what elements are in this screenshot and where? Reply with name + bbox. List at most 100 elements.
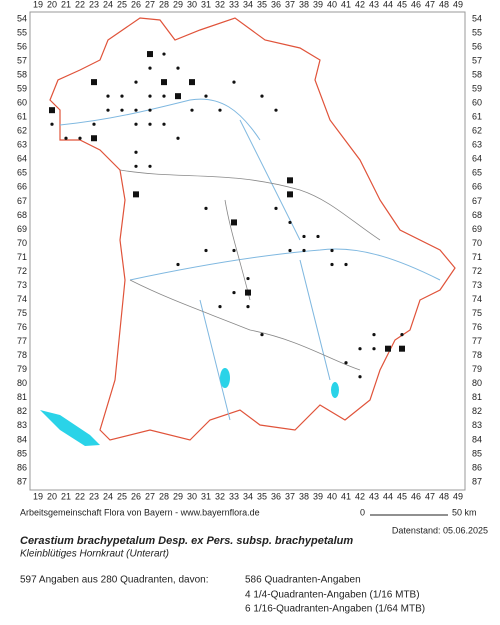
column-label: 26 <box>131 491 141 501</box>
row-label: 55 <box>472 27 482 37</box>
column-label: 33 <box>229 0 239 9</box>
dot <box>148 66 152 70</box>
column-label: 25 <box>117 0 127 9</box>
row-label: 63 <box>472 140 482 150</box>
column-label: 34 <box>243 491 253 501</box>
column-label: 24 <box>103 0 113 9</box>
square <box>287 177 293 184</box>
row-label: 72 <box>472 266 482 276</box>
scale-start: 0 <box>360 507 365 517</box>
column-label: 21 <box>61 491 71 501</box>
dot <box>92 122 96 126</box>
column-label: 48 <box>439 0 449 9</box>
row-label: 76 <box>472 322 482 332</box>
dot <box>246 305 250 309</box>
column-label: 40 <box>327 0 337 9</box>
column-label: 23 <box>89 491 99 501</box>
row-label: 66 <box>472 182 482 192</box>
column-label: 41 <box>341 0 351 9</box>
dot <box>148 94 152 98</box>
row-label: 61 <box>472 112 482 122</box>
row-label: 59 <box>472 84 482 94</box>
column-label: 33 <box>229 491 239 501</box>
dot <box>64 136 68 140</box>
dot <box>218 305 222 309</box>
lake <box>220 368 230 388</box>
column-label: 20 <box>47 0 57 9</box>
dot <box>288 248 292 253</box>
dot <box>204 206 208 210</box>
district-borders <box>119 169 381 371</box>
row-label: 67 <box>17 196 27 206</box>
row-label: 69 <box>472 224 482 234</box>
column-label: 46 <box>411 0 421 9</box>
row-label: 83 <box>17 420 27 430</box>
row-label: 55 <box>17 27 27 37</box>
row-label: 81 <box>17 392 27 402</box>
row-label: 78 <box>17 350 27 360</box>
row-label: 58 <box>17 69 27 79</box>
column-label: 48 <box>439 491 449 501</box>
square <box>189 79 195 86</box>
square <box>287 191 293 198</box>
dot <box>134 150 138 154</box>
column-label: 30 <box>187 491 197 501</box>
column-label: 45 <box>397 0 407 9</box>
column-label: 22 <box>75 491 85 501</box>
dot <box>260 94 264 98</box>
row-label: 82 <box>472 406 482 416</box>
dot <box>162 52 166 56</box>
dot <box>176 66 180 70</box>
dot <box>232 80 236 84</box>
subtitle: Kleinblütiges Hornkraut (Unterart) <box>20 549 169 560</box>
row-label: 57 <box>17 55 27 65</box>
row-label: 69 <box>17 224 27 234</box>
column-label: 27 <box>145 491 155 501</box>
column-label: 19 <box>33 491 43 501</box>
stats-summary: 597 Angaben aus 280 Quadranten, davon: <box>20 575 209 586</box>
row-label: 75 <box>472 308 482 318</box>
dot <box>134 80 138 84</box>
row-label: 61 <box>17 112 27 122</box>
dot <box>148 164 152 168</box>
column-label: 49 <box>453 0 463 9</box>
column-label: 34 <box>243 0 253 9</box>
column-label: 25 <box>117 491 127 501</box>
dot <box>50 122 54 126</box>
row-label: 76 <box>17 322 27 332</box>
row-label: 77 <box>472 336 482 346</box>
row-label: 79 <box>17 364 27 374</box>
dot <box>372 333 376 337</box>
dot <box>316 234 320 239</box>
bavaria-outline <box>49 17 456 441</box>
row-label: 75 <box>17 308 27 318</box>
dot <box>372 347 376 351</box>
column-label: 23 <box>89 0 99 9</box>
dot <box>330 248 334 253</box>
row-label: 80 <box>472 378 482 388</box>
row-label: 60 <box>17 98 27 108</box>
row-label: 54 <box>17 13 27 23</box>
dot <box>232 290 236 295</box>
lake-constance <box>40 410 100 446</box>
column-label: 39 <box>313 0 323 9</box>
row-label: 86 <box>472 462 482 472</box>
dot <box>162 122 166 126</box>
row-label: 85 <box>472 448 482 458</box>
column-label: 44 <box>383 491 393 501</box>
dot <box>246 276 250 281</box>
row-label: 65 <box>17 168 27 178</box>
column-label: 28 <box>159 0 169 9</box>
row-label: 54 <box>472 13 482 23</box>
row-label: 74 <box>472 294 482 304</box>
column-label: 31 <box>201 0 211 9</box>
row-label: 56 <box>472 41 482 51</box>
row-label: 58 <box>472 69 482 79</box>
column-label: 43 <box>369 491 379 501</box>
row-label: 87 <box>17 476 27 486</box>
dot <box>344 262 348 267</box>
row-label: 71 <box>17 252 27 262</box>
row-label: 56 <box>17 41 27 51</box>
dot <box>302 234 306 239</box>
column-label: 38 <box>299 491 309 501</box>
